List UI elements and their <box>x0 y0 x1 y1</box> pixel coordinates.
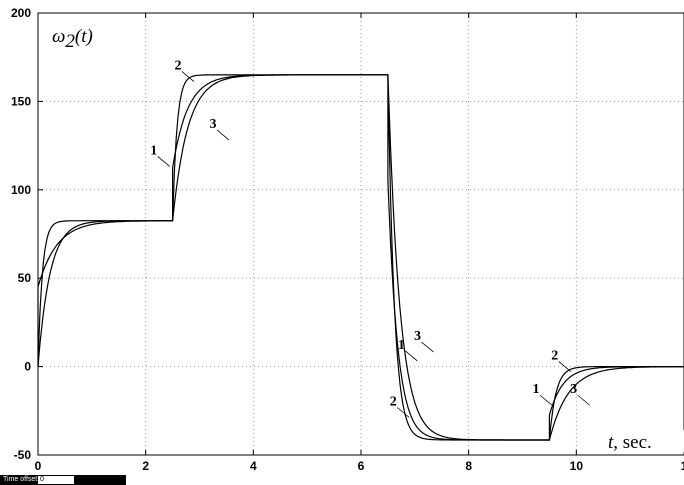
svg-text:ω2(t): ω2(t) <box>52 26 93 52</box>
leader-line <box>157 156 170 167</box>
y-tick-label: 0 <box>24 360 31 374</box>
time-offset-label: Time offset: <box>3 476 40 483</box>
curve-label-2: 2 <box>174 59 181 74</box>
time-offset-field: 0 <box>38 476 74 484</box>
leader-line <box>577 394 590 406</box>
y-tick-label: 100 <box>11 183 31 197</box>
x-axis-unit: , sec. <box>613 432 652 453</box>
y-axis-subscript: 2 <box>65 31 75 52</box>
y-tick-label: 50 <box>18 271 32 285</box>
curve-label-3: 3 <box>414 329 421 344</box>
x-tick-label: 2 <box>142 459 149 473</box>
series-line-3 <box>37 74 684 441</box>
leader-line <box>397 407 410 418</box>
curve-label-1: 1 <box>150 143 157 158</box>
curve-label-1: 1 <box>532 382 539 397</box>
grid <box>38 13 684 455</box>
leader-line <box>539 394 553 406</box>
x-tick-label: 1 <box>681 459 684 473</box>
x-tick-label: 0 <box>35 459 42 473</box>
x-axis-var: t <box>608 432 614 453</box>
curve-label-1: 1 <box>398 338 405 353</box>
x-tick-label: 6 <box>358 459 365 473</box>
leader-lines <box>157 71 590 418</box>
x-axis-label: t, sec. <box>604 430 684 453</box>
y-tick-label: 200 <box>11 6 31 20</box>
ticks <box>37 12 684 456</box>
leader-line <box>421 341 434 353</box>
leader-line <box>216 129 230 141</box>
x-tick-label: 8 <box>465 459 472 473</box>
curve-label-3: 3 <box>209 117 216 132</box>
x-tick-label: 4 <box>250 459 257 473</box>
y-tick-label: 150 <box>11 94 31 108</box>
svg-text:t, sec.: t, sec. <box>608 432 652 453</box>
curve-label-2: 2 <box>390 394 397 409</box>
y-axis-symbol: ω <box>52 26 65 47</box>
series <box>37 74 684 441</box>
leader-line <box>558 361 572 372</box>
leader-line <box>405 350 418 362</box>
curve-label-3: 3 <box>570 382 577 397</box>
leader-line <box>181 71 195 82</box>
y-tick-label: -50 <box>14 448 32 462</box>
curve-label-2: 2 <box>551 349 558 364</box>
x-tick-label: 10 <box>570 459 584 473</box>
y-axis-label: ω2(t) <box>48 17 134 53</box>
y-axis-args: (t) <box>75 26 93 47</box>
